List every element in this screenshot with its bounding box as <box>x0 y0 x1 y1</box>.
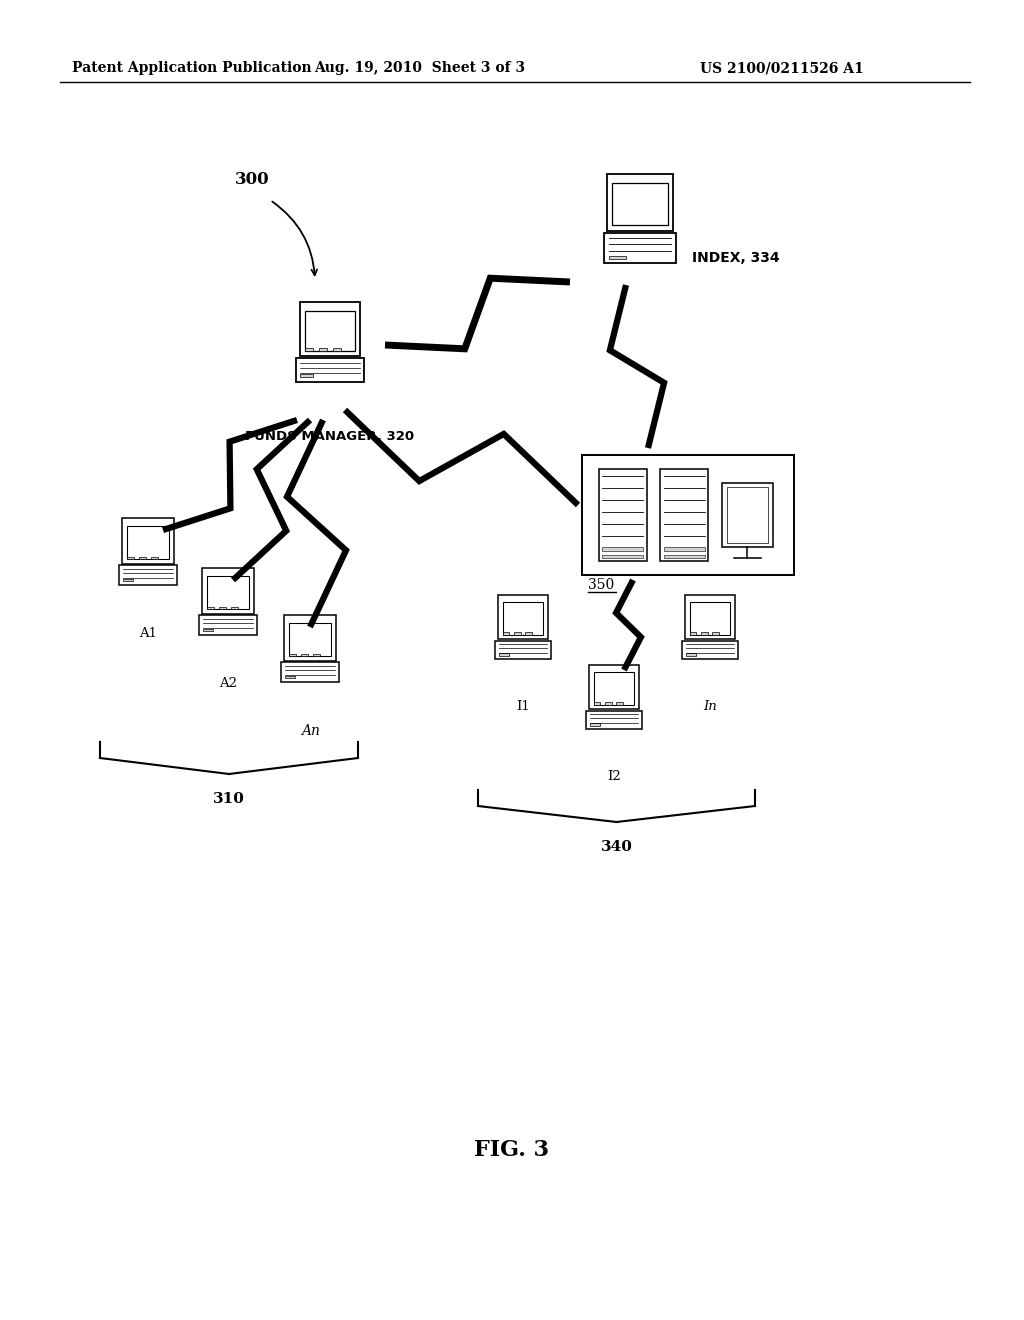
Bar <box>689 632 696 635</box>
Bar <box>686 653 696 656</box>
Text: I2: I2 <box>607 770 621 783</box>
Bar <box>230 606 238 609</box>
Bar <box>499 595 548 639</box>
Bar <box>609 256 627 260</box>
Bar <box>727 487 768 543</box>
Bar <box>123 517 173 564</box>
Bar <box>296 359 365 381</box>
Bar <box>602 548 643 550</box>
Bar <box>127 557 134 560</box>
Bar <box>590 723 600 726</box>
Bar <box>289 653 296 656</box>
Bar <box>151 557 158 560</box>
Bar <box>138 557 145 560</box>
Bar <box>660 469 709 561</box>
Text: I1: I1 <box>516 700 529 713</box>
Bar <box>682 640 737 660</box>
Bar <box>583 455 794 574</box>
Bar <box>605 702 611 705</box>
Bar <box>289 623 331 656</box>
Bar <box>665 554 705 558</box>
Bar <box>514 632 521 635</box>
Bar <box>594 672 635 705</box>
Bar <box>282 663 339 681</box>
Bar <box>499 653 509 656</box>
Bar <box>305 312 355 351</box>
Bar <box>587 710 642 730</box>
Bar <box>300 374 312 378</box>
Bar <box>713 632 719 635</box>
Bar <box>333 348 341 351</box>
Text: US 2100/0211526 A1: US 2100/0211526 A1 <box>700 61 864 75</box>
Bar <box>602 554 643 558</box>
Text: A1: A1 <box>139 627 157 640</box>
Bar <box>207 606 214 609</box>
Bar <box>285 676 296 678</box>
Bar <box>607 174 673 231</box>
Bar <box>318 348 328 351</box>
Text: Aug. 19, 2010  Sheet 3 of 3: Aug. 19, 2010 Sheet 3 of 3 <box>314 61 525 75</box>
Bar <box>503 632 509 635</box>
Bar <box>525 632 532 635</box>
Text: In: In <box>703 700 717 713</box>
Bar <box>612 183 668 226</box>
Text: INDEX, 334: INDEX, 334 <box>692 251 779 265</box>
Bar <box>616 702 624 705</box>
Bar <box>604 232 676 263</box>
Bar <box>594 702 600 705</box>
Text: A2: A2 <box>219 677 237 690</box>
Text: 310: 310 <box>213 792 245 807</box>
Text: FUNDS MANAGER, 320: FUNDS MANAGER, 320 <box>246 430 415 444</box>
Bar <box>599 469 646 561</box>
Bar <box>722 483 773 548</box>
Bar <box>123 578 133 581</box>
Text: 300: 300 <box>234 172 269 189</box>
Bar <box>503 602 544 635</box>
Bar <box>219 606 225 609</box>
Bar <box>496 640 551 660</box>
Bar <box>301 653 308 656</box>
Bar <box>590 665 639 709</box>
Bar <box>200 615 257 635</box>
Bar <box>203 628 213 631</box>
Bar <box>312 653 319 656</box>
Bar <box>689 602 730 635</box>
Bar <box>300 302 360 356</box>
Text: Patent Application Publication: Patent Application Publication <box>72 61 311 75</box>
Bar <box>120 565 176 585</box>
Bar <box>701 632 708 635</box>
Bar <box>665 548 705 550</box>
Bar <box>207 576 249 609</box>
Bar <box>305 348 313 351</box>
Text: 340: 340 <box>600 840 633 854</box>
Bar <box>285 615 336 660</box>
Bar <box>127 525 169 560</box>
Text: FIG. 3: FIG. 3 <box>474 1139 550 1162</box>
Text: An: An <box>301 723 319 738</box>
Bar <box>685 595 734 639</box>
Bar <box>203 568 254 614</box>
Text: 350: 350 <box>588 578 614 591</box>
